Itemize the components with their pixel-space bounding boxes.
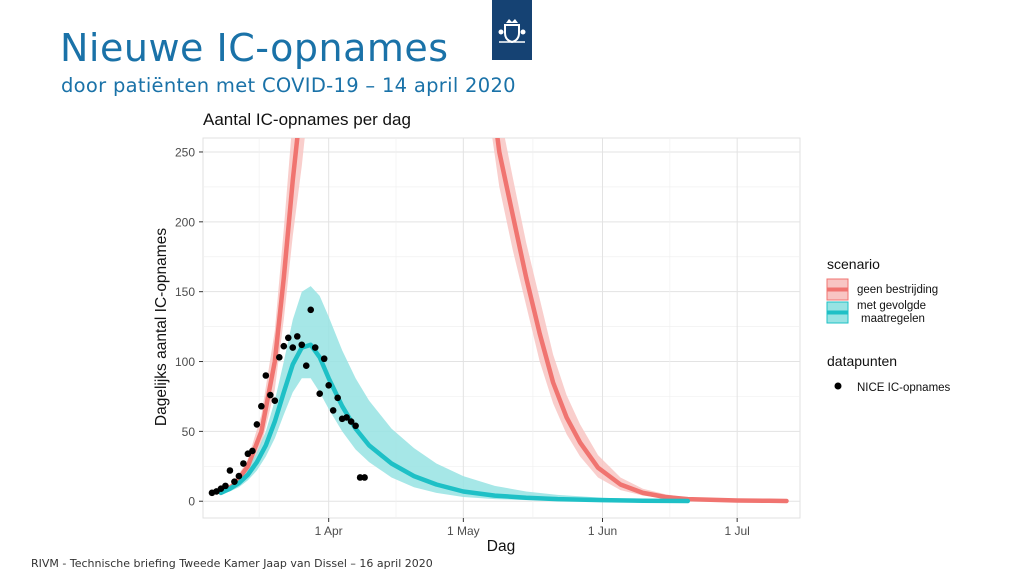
- data-point: [325, 381, 332, 389]
- y-tick-label: 50: [182, 425, 196, 439]
- x-axis: 1 Apr 1 May 1 Jun 1 Jul: [315, 518, 750, 538]
- y-tick-label: 150: [175, 285, 195, 299]
- data-point: [347, 418, 355, 425]
- y-tick-label: 200: [175, 215, 195, 229]
- footer-credit: RIVM - Technische briefing Tweede Kamer …: [31, 557, 433, 570]
- data-point: [293, 333, 301, 340]
- data-point: [307, 306, 315, 314]
- slide-title: Nieuwe IC-opnames: [60, 26, 449, 70]
- series-line: [218, 342, 691, 504]
- data-point: [253, 421, 261, 428]
- data-point: [226, 467, 234, 474]
- legend: scenario geen bestrijding met gevolgde ma…: [826, 256, 951, 394]
- x-tick-label: 1 Jul: [724, 524, 749, 538]
- data-point: [329, 407, 337, 414]
- data-point: [235, 472, 243, 480]
- data-point: [302, 362, 310, 370]
- data-points: [208, 306, 368, 497]
- data-point: [258, 402, 265, 410]
- data-point: [249, 447, 256, 455]
- chart-title: Aantal IC-opnames per dag: [203, 110, 411, 129]
- data-point: [276, 354, 283, 361]
- series-line: [495, 138, 789, 504]
- data-point: [343, 414, 350, 421]
- confidence-band: [221, 286, 688, 502]
- government-logo: [492, 0, 532, 60]
- data-point: [289, 344, 297, 351]
- data-point: [280, 342, 288, 350]
- data-point: [320, 355, 328, 363]
- legend-key-nice-points: [834, 382, 842, 390]
- legend-label-met-gevolgde-maatregelen: met gevolgde maatregelen: [857, 300, 926, 325]
- legend-datapunten-title: datapunten: [827, 353, 897, 369]
- data-point: [284, 334, 292, 342]
- y-axis: 0 50 100 150 200 250: [175, 145, 203, 509]
- data-point: [231, 478, 238, 485]
- data-point: [222, 482, 229, 490]
- slide-subtitle: door patiënten met COVID-19 – 14 april 2…: [61, 74, 516, 97]
- x-axis-label: Dag: [487, 538, 515, 555]
- y-tick-label: 0: [188, 495, 195, 509]
- x-tick-label: 1 Jun: [588, 524, 617, 538]
- data-point: [361, 474, 368, 481]
- data-point: [298, 341, 306, 349]
- data-point: [267, 391, 274, 399]
- y-tick-label: 250: [175, 145, 195, 159]
- data-point: [316, 390, 324, 397]
- y-axis-label: Dagelijks aantal IC-opnames: [153, 228, 170, 426]
- data-point: [262, 372, 270, 379]
- legend-scenario-title: scenario: [827, 256, 880, 272]
- crest-icon: [498, 19, 526, 44]
- x-tick-label: 1 Apr: [315, 524, 343, 538]
- legend-label-geen-bestrijding: geen bestrijding: [857, 284, 938, 296]
- legend-label-nice-points: NICE IC-opnames: [857, 382, 951, 394]
- x-tick-label: 1 May: [447, 524, 480, 538]
- data-point: [352, 422, 359, 430]
- data-point: [311, 344, 319, 351]
- y-tick-label: 100: [175, 355, 195, 369]
- data-point: [271, 397, 279, 404]
- data-point: [334, 394, 341, 402]
- data-point: [240, 460, 247, 467]
